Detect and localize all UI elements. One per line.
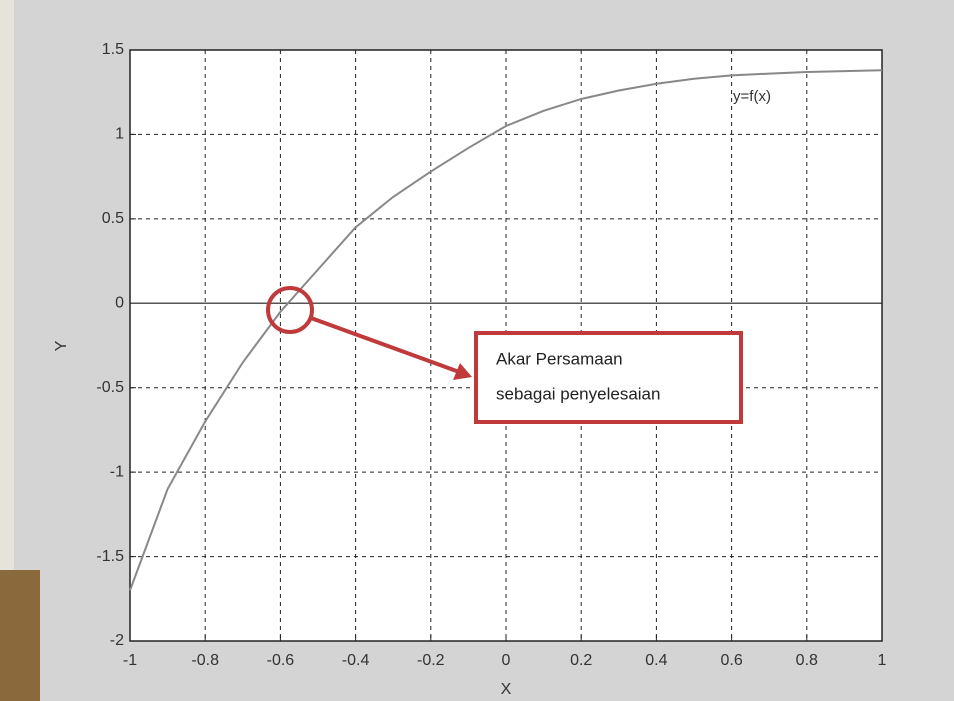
x-axis-label: X <box>501 681 512 698</box>
x-tick-label: -0.8 <box>191 652 219 669</box>
annotation-text: sebagai penyelesaian <box>496 384 660 403</box>
side-panel <box>0 0 14 570</box>
annotation-text: Akar Persamaan <box>496 349 623 368</box>
x-tick-label: -0.2 <box>417 652 445 669</box>
y-tick-label: -1 <box>110 463 124 480</box>
annotation-box <box>476 333 741 422</box>
page: {"chart_data": {"type": "line", "x": [-1… <box>0 0 954 701</box>
y-tick-label: -2 <box>110 632 124 649</box>
x-tick-label: -1 <box>123 652 137 669</box>
x-tick-label: 0.6 <box>720 652 742 669</box>
x-tick-label: -0.6 <box>267 652 295 669</box>
x-tick-label: 0.4 <box>645 652 667 669</box>
y-tick-label: -1.5 <box>96 548 124 565</box>
y-axis-label: Y <box>53 340 70 351</box>
wood-panel <box>0 570 40 701</box>
curve-label: y=f(x) <box>733 88 771 105</box>
y-tick-label: 1 <box>115 126 124 143</box>
x-tick-label: 0.8 <box>796 652 818 669</box>
x-tick-label: -0.4 <box>342 652 370 669</box>
y-tick-label: 0.5 <box>102 210 124 227</box>
chart: X Y -1 -0.8 -0.6 -0.4 -0.2 0 0.2 0.4 0.6 0.8 1 -2 -1… <box>0 0 954 701</box>
y-tick-label: 0 <box>115 295 124 312</box>
x-tick-label: 1 <box>878 652 887 669</box>
x-tick-label: 0 <box>502 652 511 669</box>
y-tick-label: 1.5 <box>102 41 124 58</box>
x-tick-label: 0.2 <box>570 652 592 669</box>
y-tick-label: -0.5 <box>96 379 124 396</box>
